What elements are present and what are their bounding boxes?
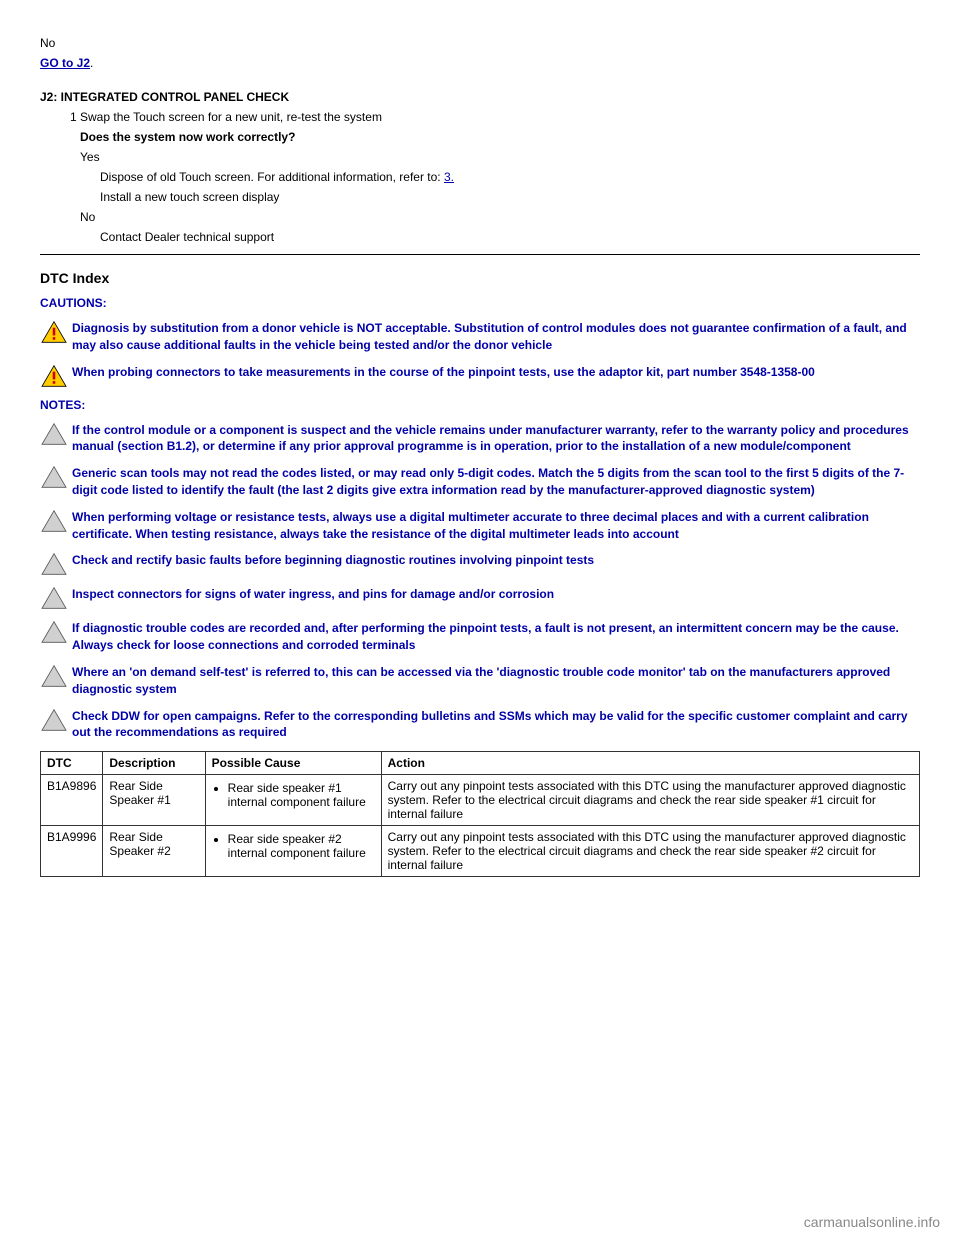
note-text: Where an 'on demand self-test' is referr… xyxy=(72,664,920,698)
section-link[interactable]: 3. xyxy=(444,170,454,184)
note-icon xyxy=(40,422,68,446)
note-item: If the control module or a component is … xyxy=(40,422,920,456)
note-icon xyxy=(40,552,68,576)
table-header-row: DTC Description Possible Cause Action xyxy=(41,752,920,775)
note-item: Where an 'on demand self-test' is referr… xyxy=(40,664,920,698)
step-heading: J2: INTEGRATED CONTROL PANEL CHECK xyxy=(40,90,920,104)
note-icon xyxy=(40,620,68,644)
note-text: Inspect connectors for signs of water in… xyxy=(72,586,554,603)
th-desc: Description xyxy=(103,752,205,775)
divider xyxy=(40,254,920,255)
note-icon xyxy=(40,664,68,688)
no2-body: Contact Dealer technical support xyxy=(40,230,920,244)
step-instruction: 1 Swap the Touch screen for a new unit, … xyxy=(40,110,920,124)
note-text: If the control module or a component is … xyxy=(72,422,920,456)
cautions-label: CAUTIONS: xyxy=(40,296,920,310)
dtc-index-title: DTC Index xyxy=(40,270,920,286)
cell-action: Carry out any pinpoint tests associated … xyxy=(381,826,919,877)
note-item: If diagnostic trouble codes are recorded… xyxy=(40,620,920,654)
cell-cause: Rear side speaker #2 internal component … xyxy=(205,826,381,877)
cautions-container: Diagnosis by substitution from a donor v… xyxy=(40,320,920,388)
note-text: Check and rectify basic faults before be… xyxy=(72,552,594,569)
notes-container: If the control module or a component is … xyxy=(40,422,920,742)
caution-text: Diagnosis by substitution from a donor v… xyxy=(72,320,920,354)
cell-desc: Rear Side Speaker #2 xyxy=(103,826,205,877)
yes-body-post: Install a new touch screen display xyxy=(40,190,920,204)
table-row: B1A9996Rear Side Speaker #2 Rear side spe… xyxy=(41,826,920,877)
yes-body-pre: Dispose of old Touch screen. For additio… xyxy=(100,170,444,184)
caution-icon xyxy=(40,364,68,388)
note-icon xyxy=(40,509,68,533)
note-text: If diagnostic trouble codes are recorded… xyxy=(72,620,920,654)
note-item: Generic scan tools may not read the code… xyxy=(40,465,920,499)
goto-line: GO to J2. xyxy=(40,56,920,70)
cell-dtc: B1A9996 xyxy=(41,826,103,877)
cell-action: Carry out any pinpoint tests associated … xyxy=(381,775,919,826)
th-cause: Possible Cause xyxy=(205,752,381,775)
th-dtc: DTC xyxy=(41,752,103,775)
note-icon xyxy=(40,708,68,732)
caution-item: Diagnosis by substitution from a donor v… xyxy=(40,320,920,354)
th-action: Action xyxy=(381,752,919,775)
dtc-table: DTC Description Possible Cause Action B1… xyxy=(40,751,920,877)
goto-link[interactable]: GO to J2 xyxy=(40,56,90,70)
note-icon xyxy=(40,465,68,489)
no2-label: No xyxy=(40,210,920,224)
goto-suffix: . xyxy=(90,56,93,70)
note-icon xyxy=(40,586,68,610)
cause-item: Rear side speaker #2 internal component … xyxy=(228,832,375,860)
yes-body: Dispose of old Touch screen. For additio… xyxy=(40,170,920,184)
note-text: Check DDW for open campaigns. Refer to t… xyxy=(72,708,920,742)
cause-item: Rear side speaker #1 internal component … xyxy=(228,781,375,809)
top-block: No GO to J2. J2: INTEGRATED CONTROL PANE… xyxy=(40,36,920,244)
note-item: Check and rectify basic faults before be… xyxy=(40,552,920,576)
cell-dtc: B1A9896 xyxy=(41,775,103,826)
note-item: Inspect connectors for signs of water in… xyxy=(40,586,920,610)
watermark: carmanualsonline.info xyxy=(804,1214,940,1230)
table-row: B1A9896Rear Side Speaker #1 Rear side spe… xyxy=(41,775,920,826)
cell-cause: Rear side speaker #1 internal component … xyxy=(205,775,381,826)
notes-label: NOTES: xyxy=(40,398,920,412)
note-text: Generic scan tools may not read the code… xyxy=(72,465,920,499)
step-question: Does the system now work correctly? xyxy=(40,130,920,144)
note-item: Check DDW for open campaigns. Refer to t… xyxy=(40,708,920,742)
cell-desc: Rear Side Speaker #1 xyxy=(103,775,205,826)
caution-text: When probing connectors to take measurem… xyxy=(72,364,815,381)
yes-label: Yes xyxy=(40,150,920,164)
caution-icon xyxy=(40,320,68,344)
note-item: When performing voltage or resistance te… xyxy=(40,509,920,543)
no-label: No xyxy=(40,36,920,50)
caution-item: When probing connectors to take measurem… xyxy=(40,364,920,388)
note-text: When performing voltage or resistance te… xyxy=(72,509,920,543)
